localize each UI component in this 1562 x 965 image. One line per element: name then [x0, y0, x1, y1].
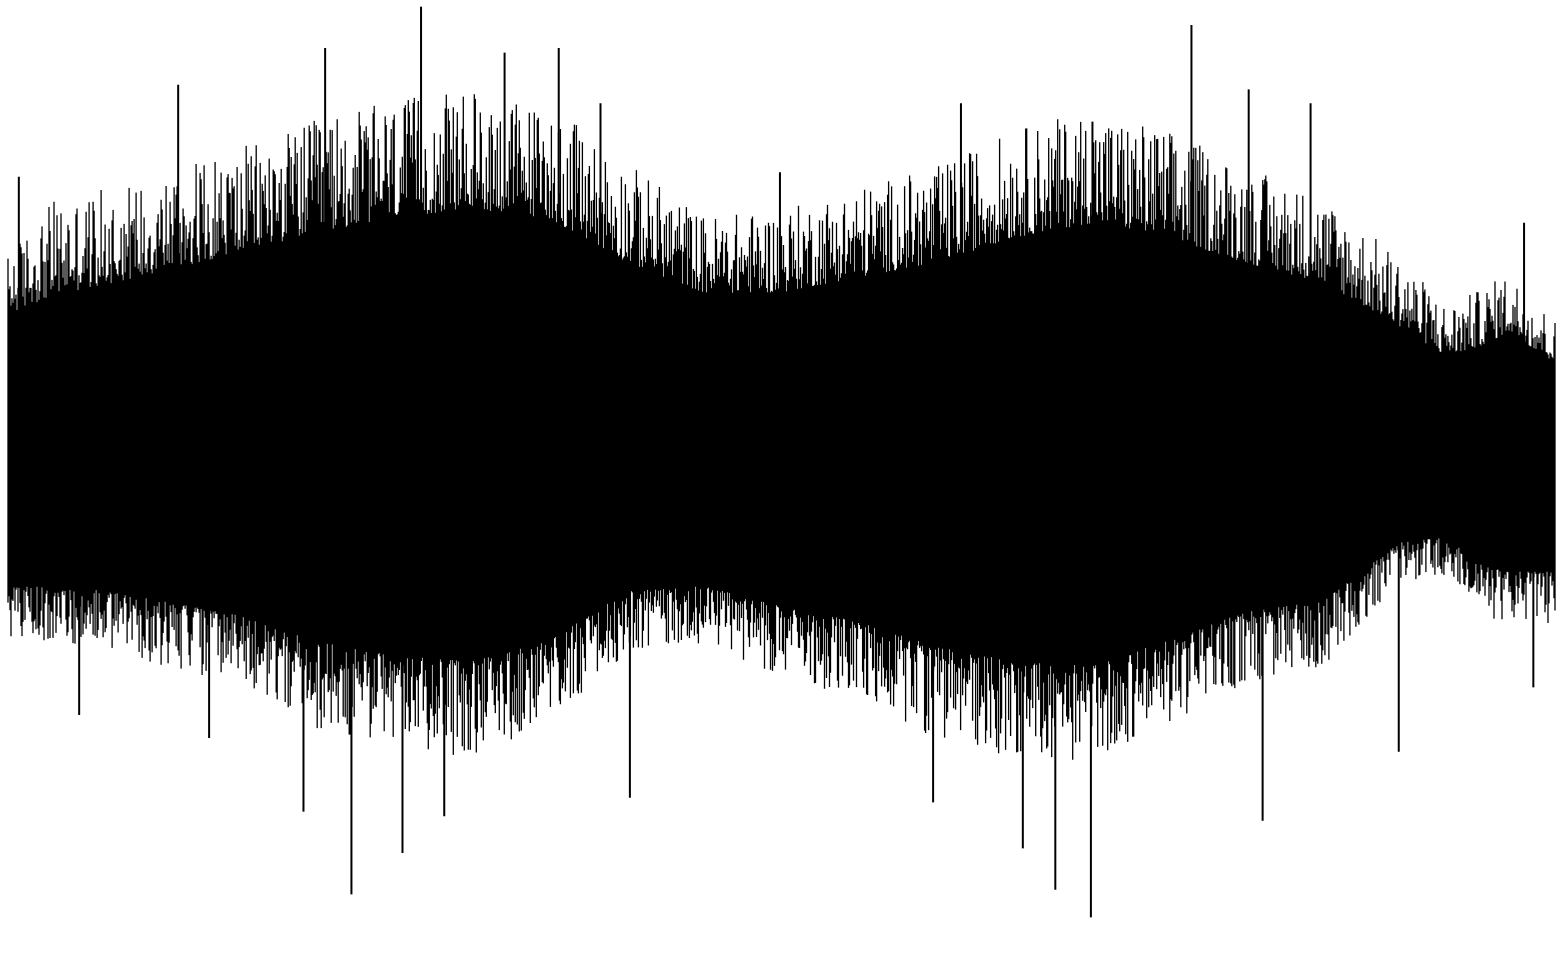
waveform-samples [7, 94, 1556, 760]
waveform-plot-area [7, 6, 1556, 918]
